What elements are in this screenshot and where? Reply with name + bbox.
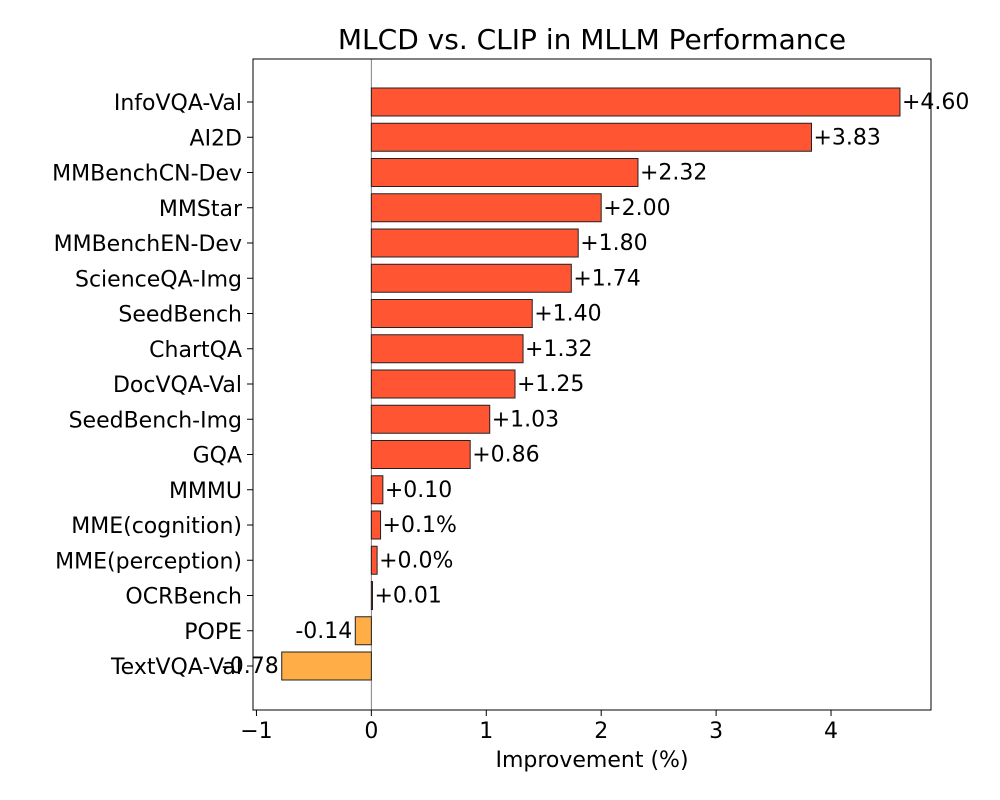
y-tick-label: MMMU (169, 479, 242, 504)
bar (370, 193, 602, 223)
y-tick-label: DocVQA-Val (113, 373, 242, 398)
y-tick-label: InfoVQA-Val (114, 91, 242, 116)
y-tick-label: TextVQA-Val (110, 655, 242, 680)
data-label: +0.86 (472, 443, 539, 468)
y-tick-label: ChartQA (149, 338, 242, 363)
bar (370, 228, 579, 258)
data-label: +0.1% (383, 513, 457, 538)
y-tick-label: MME(perception) (55, 549, 242, 574)
y-tick-label: SeedBench (118, 303, 242, 328)
bar (370, 299, 533, 328)
bar (281, 651, 372, 681)
bar (370, 545, 378, 575)
plot-frame (252, 58, 932, 711)
data-label: +2.32 (640, 161, 707, 186)
x-tick-label: 1 (479, 719, 493, 744)
bar (370, 510, 382, 540)
bar (370, 581, 374, 610)
y-tick-label: OCRBench (125, 585, 242, 610)
bar (370, 87, 901, 117)
y-tick-label: POPE (184, 620, 242, 645)
data-label: +0.01 (375, 584, 442, 609)
bar (370, 369, 516, 399)
data-label: +3.83 (813, 125, 880, 150)
x-tick-label: 4 (824, 719, 838, 744)
y-tick-label: MME(cognition) (71, 514, 242, 539)
data-label: +4.60 (902, 90, 969, 115)
bar (370, 158, 639, 187)
bar (370, 334, 524, 364)
data-label: +1.25 (517, 372, 584, 397)
y-tick-label: GQA (193, 444, 242, 469)
y-tick-label: MMStar (159, 197, 243, 222)
data-label: +1.80 (580, 231, 647, 256)
x-tick-label: 0 (364, 719, 378, 744)
y-tick-label: ScienceQA-Img (75, 267, 242, 292)
bar (370, 263, 572, 293)
bar (370, 440, 471, 469)
data-label: +0.0% (379, 548, 453, 573)
data-label: +1.74 (573, 266, 640, 291)
data-label: +0.10 (385, 478, 452, 503)
data-label: +1.32 (525, 337, 592, 362)
plot-area: InfoVQA-Val +4.60 AI2D +3.83 MMBenchCN-Dev +2… (52, 59, 969, 744)
y-tick-label: MMBenchEN-Dev (54, 232, 242, 257)
y-tick-label: AI2D (190, 126, 242, 151)
x-tick-label: −1 (240, 719, 272, 744)
y-tick-label: MMBenchCN-Dev (52, 162, 242, 187)
y-tick-label: SeedBench-Img (69, 408, 242, 433)
x-tick-label: 3 (709, 719, 723, 744)
chart-title: MLCD vs. CLIP in MLLM Performance (338, 23, 846, 56)
bar (370, 475, 384, 505)
data-label: -0.78 (222, 654, 279, 679)
bar (370, 404, 491, 434)
x-tick-label: 2 (594, 719, 608, 744)
bar (354, 616, 372, 646)
data-label: -0.14 (295, 619, 352, 644)
x-axis-label: Improvement (%) (495, 748, 688, 773)
data-label: +1.03 (492, 407, 559, 432)
data-label: +2.00 (603, 196, 670, 221)
bar (370, 122, 812, 152)
data-label: +1.40 (534, 302, 601, 327)
